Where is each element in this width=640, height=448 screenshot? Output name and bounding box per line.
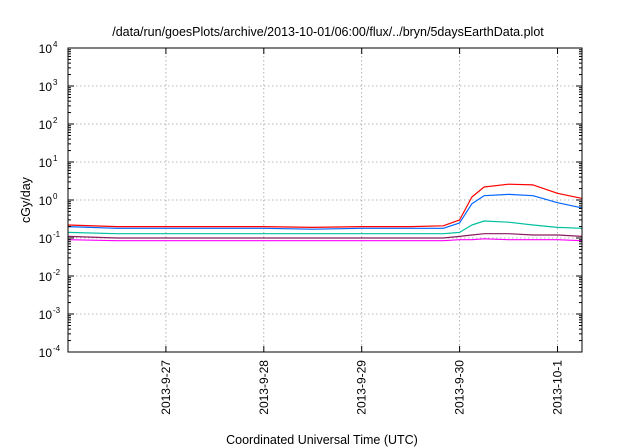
grid [68,48,582,352]
y-tick-label: 10 [39,194,53,208]
y-tick-label: 10 [39,308,53,322]
y-tick-exponent: 2 [53,116,58,125]
y-axis-label: cGy/day [19,176,33,223]
x-tick-label: 2013-10-1 [551,360,565,415]
series-line-5 [67,238,583,242]
y-tick-exponent: 1 [53,154,58,163]
y-tick-label: 10 [39,232,53,246]
chart-title: /data/run/goesPlots/archive/2013-10-01/0… [112,25,544,39]
y-tick-exponent: -2 [53,268,61,277]
series-line-4 [67,233,583,239]
y-tick-label: 10 [39,156,53,170]
x-tick-label: 2013-9-29 [355,360,369,415]
y-tick-label: 10 [39,80,53,94]
series-line-3 [67,220,583,235]
y-tick-label: 10 [39,118,53,132]
y-tick-exponent: -1 [53,230,61,239]
x-tick-label: 2013-9-30 [453,360,467,415]
y-tick-exponent: -3 [53,306,61,315]
y-tick-label: 10 [39,270,53,284]
y-tick-exponent: 3 [53,78,58,87]
y-tick-exponent: 0 [53,192,58,201]
y-tick-label: 10 [39,346,53,360]
x-tick-label: 2013-9-27 [159,360,173,415]
y-tick-exponent: 4 [53,40,58,49]
y-tick-label: 10 [39,42,53,56]
x-axis-label: Coordinated Universal Time (UTC) [226,433,418,447]
series-line-1 [67,183,583,228]
series-line-2 [67,193,583,230]
x-tick-label: 2013-9-28 [257,360,271,415]
y-tick-exponent: -4 [53,344,61,353]
series-group [67,183,583,242]
